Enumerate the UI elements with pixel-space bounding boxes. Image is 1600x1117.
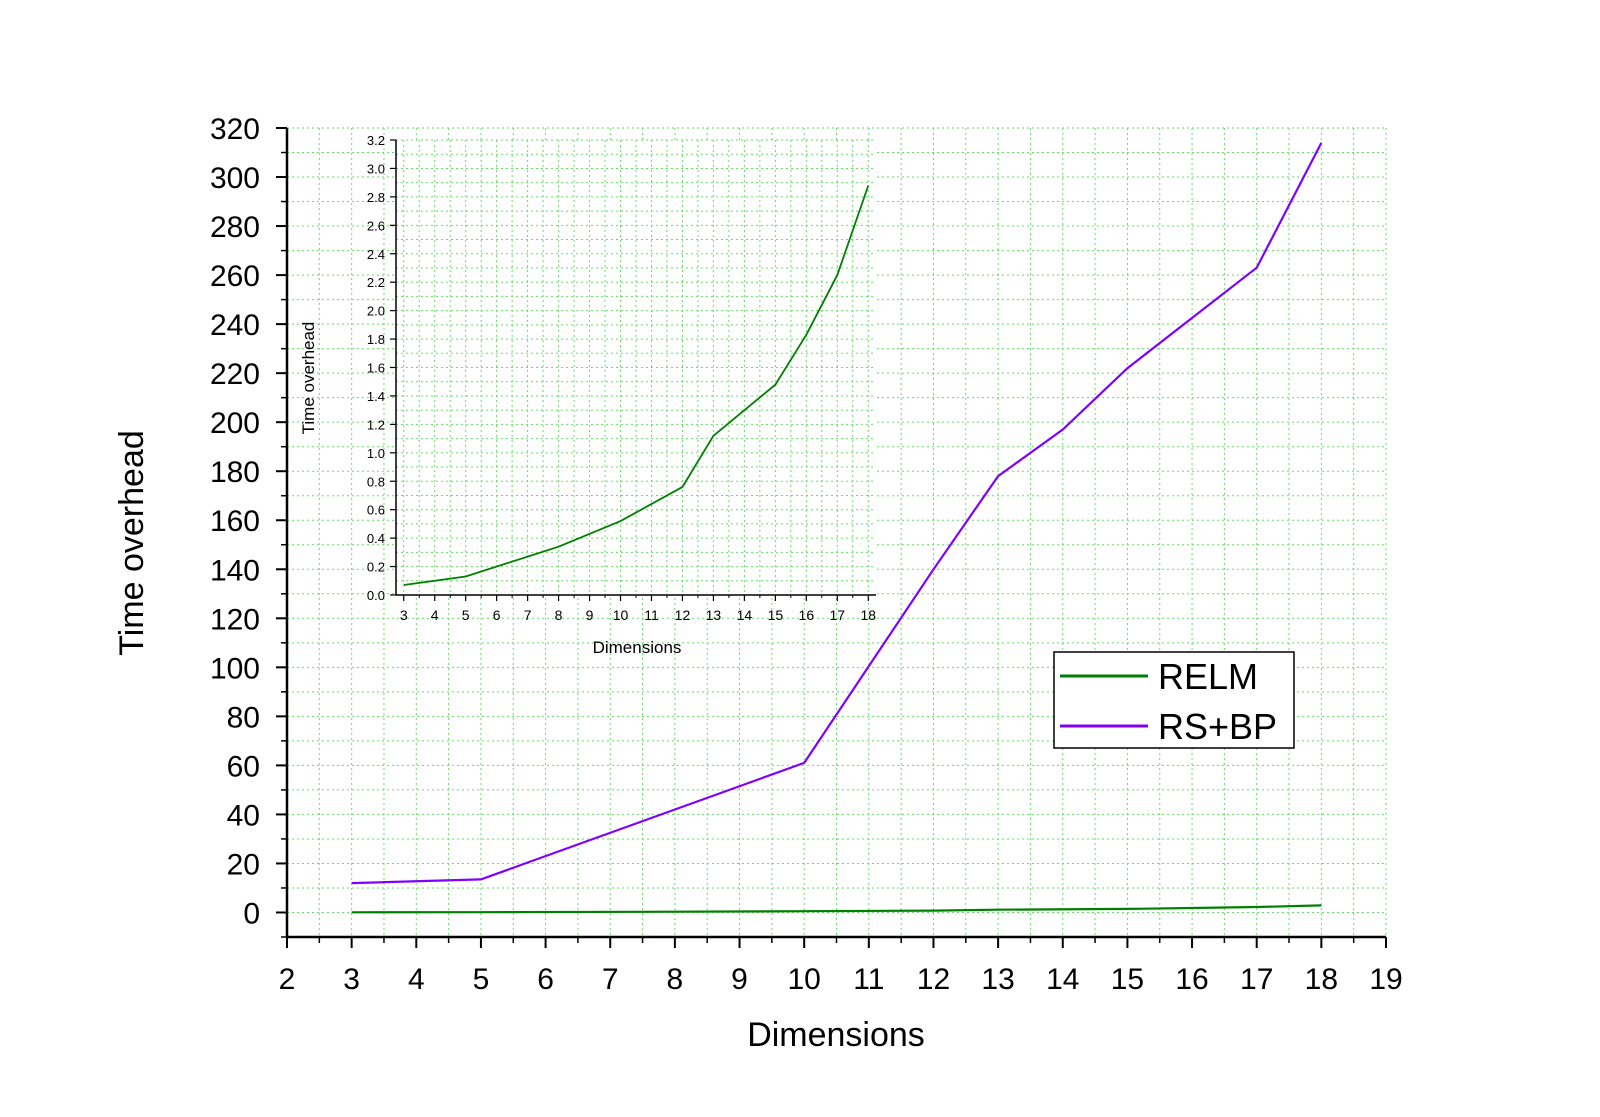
x-tick-label: 7 [602, 963, 619, 996]
inset-x-tick-label: 8 [555, 607, 563, 623]
x-tick-label: 13 [981, 963, 1014, 996]
y-tick-label: 0 [243, 897, 260, 930]
x-tick-label: 9 [731, 963, 748, 996]
y-tick-label: 280 [210, 211, 260, 244]
inset-y-tick-label: 1.6 [367, 361, 385, 376]
inset-y-tick-label: 2.0 [367, 304, 385, 319]
inset-x-tick-label: 6 [493, 607, 501, 623]
inset-y-tick-label: 0.6 [367, 503, 385, 518]
y-tick-label: 140 [210, 554, 260, 587]
y-tick-label: 100 [210, 652, 260, 685]
main-grid [286, 127, 1387, 937]
legend-label-relm: RELM [1158, 656, 1258, 697]
y-tick-label: 220 [210, 358, 260, 391]
inset-y-tick-label: 0.2 [367, 560, 385, 575]
y-tick-label: 160 [210, 505, 260, 538]
inset-x-axis-label: Dimensions [593, 638, 682, 657]
inset-x-tick-label: 4 [431, 607, 439, 623]
x-tick-label: 10 [787, 963, 820, 996]
inset-x-tick-label: 9 [586, 607, 594, 623]
inset-grid [396, 139, 876, 596]
inset-y-tick-label: 1.2 [367, 417, 385, 432]
main-series [351, 142, 1323, 914]
x-tick-label: 6 [537, 963, 554, 996]
x-tick-label: 12 [917, 963, 950, 996]
inset-plot: 3 4 5 6 7 8 9 10 11 12 13 14 15 16 17 18 0.0 0.2 0.4 0.6 0.8… [299, 133, 876, 657]
x-tick-label: 19 [1369, 963, 1402, 996]
x-tick-label: 2 [279, 963, 296, 996]
y-tick-label: 60 [227, 750, 260, 783]
x-tick-label: 4 [408, 963, 425, 996]
x-tick-label: 18 [1305, 963, 1338, 996]
inset-y-tick-label: 2.4 [367, 247, 385, 262]
legend: RELM RS+BP [1053, 651, 1295, 749]
y-tick-label: 20 [227, 848, 260, 881]
x-tick-label: 8 [667, 963, 684, 996]
inset-x-tick-label: 12 [675, 607, 691, 623]
inset-y-tick-label: 2.6 [367, 218, 385, 233]
inset-series-line [403, 185, 870, 586]
inset-x-tick-label: 5 [462, 607, 470, 623]
inset-x-tick-label: 3 [400, 607, 408, 623]
y-tick-label: 240 [210, 309, 260, 342]
x-tick-label: 5 [473, 963, 490, 996]
inset-x-tick-label: 17 [830, 607, 846, 623]
x-tick-label: 15 [1111, 963, 1144, 996]
inset-x-tick-label: 15 [768, 607, 784, 623]
y-tick-label: 200 [210, 407, 260, 440]
x-tick-label: 3 [343, 963, 360, 996]
inset-y-tick-label: 1.0 [367, 446, 385, 461]
inset-y-tick-label: 2.8 [367, 190, 385, 205]
series-line-rsbp [351, 142, 1323, 885]
y-axis-label: Time overhead [113, 430, 151, 656]
series-line-relm [351, 904, 1322, 914]
x-axis-label: Dimensions [747, 1016, 925, 1054]
main-ticks: 2 3 4 5 6 7 8 9 10 11 12 13 14 15 16 17 18 19020406080100… [210, 113, 1403, 996]
inset-y-tick-label: 3.0 [367, 161, 385, 176]
inset-x-tick-label: 16 [799, 607, 815, 623]
inset-y-tick-label: 1.4 [367, 389, 385, 404]
y-tick-label: 320 [210, 113, 260, 146]
inset-y-tick-label: 1.8 [367, 332, 385, 347]
inset-ticks: 3 4 5 6 7 8 9 10 11 12 13 14 15 16 17 18 0.0 0.2 0.4 0.6 0.8… [367, 133, 876, 623]
inset-y-axis-label: Time overhead [299, 322, 318, 435]
inset-x-tick-label: 11 [644, 607, 659, 623]
inset-x-tick-label: 14 [737, 607, 753, 623]
inset-x-tick-label: 7 [524, 607, 532, 623]
y-tick-label: 300 [210, 162, 260, 195]
x-tick-label: 17 [1240, 963, 1273, 996]
inset-x-tick-label: 18 [860, 607, 876, 623]
y-tick-label: 180 [210, 456, 260, 489]
x-tick-label: 16 [1175, 963, 1208, 996]
x-tick-label: 11 [853, 963, 884, 996]
y-tick-label: 120 [210, 603, 260, 636]
inset-y-tick-label: 2.2 [367, 275, 385, 290]
x-tick-label: 14 [1046, 963, 1079, 996]
inset-y-tick-label: 0.8 [367, 474, 385, 489]
main-plot: 2 3 4 5 6 7 8 9 10 11 12 13 14 15 16 17 18 19020406080100… [113, 113, 1403, 1054]
inset-y-tick-label: 0.4 [367, 531, 385, 546]
y-tick-label: 80 [227, 701, 260, 734]
inset-x-tick-label: 10 [613, 607, 629, 623]
legend-box [1053, 651, 1295, 749]
inset-y-tick-label: 0.0 [367, 588, 385, 603]
y-tick-label: 40 [227, 799, 260, 832]
y-tick-label: 260 [210, 260, 260, 293]
inset-series [403, 185, 870, 586]
inset-x-tick-label: 13 [706, 607, 722, 623]
inset-y-tick-label: 3.2 [367, 133, 385, 148]
legend-label-rsbp: RS+BP [1158, 706, 1277, 747]
